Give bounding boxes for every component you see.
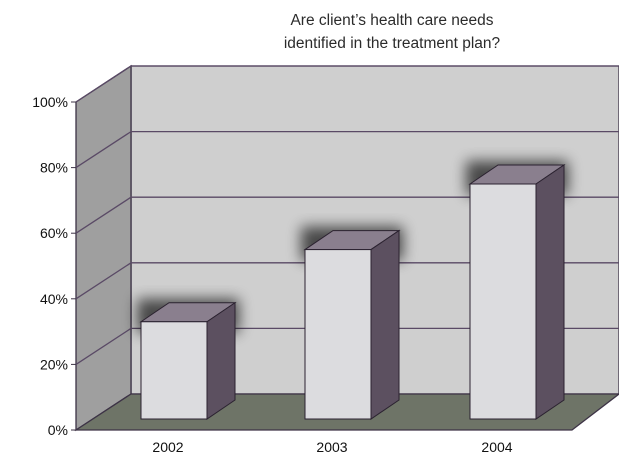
chart-title-line-2: identified in the treatment plan?	[284, 35, 501, 52]
y-tick-label: 80%	[40, 160, 68, 176]
bar-front	[140, 321, 208, 420]
x-tick-label: 2002	[152, 439, 183, 455]
bar-side	[206, 301, 236, 420]
bars	[137, 161, 568, 420]
side-wall	[75, 64, 132, 432]
bar	[466, 161, 568, 420]
gridline	[75, 327, 619, 365]
y-tick-label: 0%	[48, 422, 68, 438]
chart-title: Are client’s health care needs identifie…	[284, 12, 501, 52]
gridline	[75, 65, 619, 103]
y-tick-label: 100%	[32, 94, 68, 110]
x-axis-ticks: 2002 2003 2004	[152, 439, 512, 455]
bar	[137, 298, 239, 420]
y-axis-ticks: 0% 20% 40% 60% 80% 100%	[32, 94, 76, 438]
y-tick-label: 60%	[40, 225, 68, 241]
gridline	[75, 196, 619, 234]
bar-front	[304, 249, 372, 420]
gridline	[75, 262, 619, 300]
gridline	[75, 130, 619, 169]
x-tick-label: 2004	[481, 439, 512, 455]
x-tick-label: 2003	[316, 439, 347, 455]
bar	[301, 226, 403, 420]
y-tick-label: 20%	[40, 356, 68, 372]
chart-title-line-1: Are client’s health care needs	[290, 12, 493, 29]
bar-side	[370, 229, 400, 420]
gridlines	[75, 65, 619, 365]
bar-front	[469, 183, 537, 420]
y-tick-label: 40%	[40, 291, 68, 307]
bar-side	[535, 164, 565, 420]
